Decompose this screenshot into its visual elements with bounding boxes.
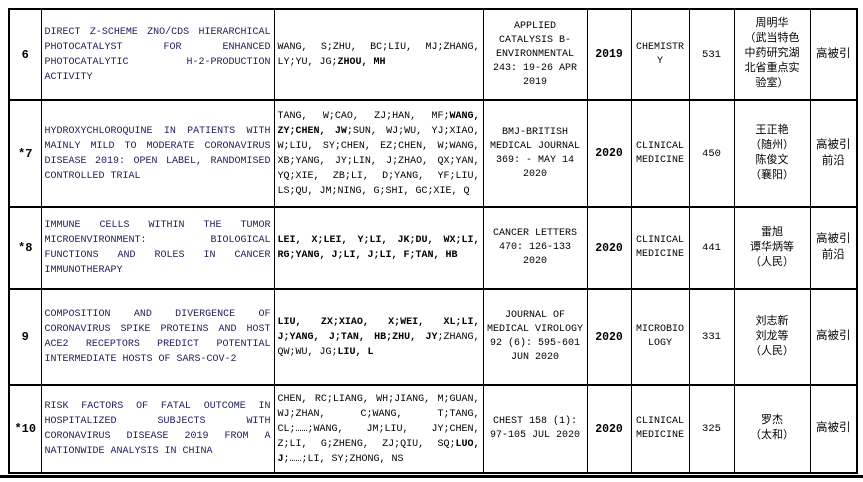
publication-year: 2019 [586,8,632,101]
publication-year: 2020 [586,99,632,208]
author-list: LIU, ZX;XIAO, X;WEI, XL;LI, J;YANG, J;TA… [273,288,484,386]
contact-person: 王正艳 （随州） 陈俊文 （襄阳） [733,99,811,208]
rank-cell: *7 [8,99,42,208]
cited-tag: 高被引 前沿 [809,206,858,290]
paper-title: RISK FACTORS OF FATAL OUTCOME IN HOSPITA… [40,384,275,474]
contact-person: 雷旭 谭华炳等 （人民） [733,206,811,290]
citation-count: 441 [688,206,735,290]
subject-field: CLINICAL MEDICINE [630,99,690,208]
publication-year: 2020 [586,384,632,474]
subject-field: CHEMISTRY [630,8,690,101]
author-list: TANG, W;CAO, ZJ;HAN, MF;WANG, ZY;CHEN, J… [273,99,484,208]
rank-cell: *10 [8,384,42,474]
page-bottom-rule [0,475,863,478]
table-row: *8 IMMUNE CELLS WITHIN THE TUMOR MICROEN… [8,206,858,290]
journal-source: JOURNAL OF MEDICAL VIROLOGY 92 (6): 595-… [482,288,588,386]
citation-count: 331 [688,288,735,386]
contact-person: 罗杰 （太和） [733,384,811,474]
cited-tag: 高被引 [809,288,858,386]
journal-source: CANCER LETTERS 470: 126-133 2020 [482,206,588,290]
table-row: *10 RISK FACTORS OF FATAL OUTCOME IN HOS… [8,384,858,474]
citation-count: 450 [688,99,735,208]
paper-title: IMMUNE CELLS WITHIN THE TUMOR MICROENVIR… [40,206,275,290]
journal-source: APPLIED CATALYSIS B-ENVIRONMENTAL 243: 1… [482,8,588,101]
citation-count: 325 [688,384,735,474]
rank-cell: *8 [8,206,42,290]
subject-field: CLINICAL MEDICINE [630,384,690,474]
cited-tag: 高被引 前沿 [809,99,858,208]
publication-year: 2020 [586,288,632,386]
rank-cell: 6 [8,8,42,101]
author-list: WANG, S;ZHU, BC;LIU, MJ;ZHANG, LY;YU, JG… [273,8,484,101]
cited-tag: 高被引 [809,384,858,474]
paper-title: COMPOSITION AND DIVERGENCE OF CORONAVIRU… [40,288,275,386]
author-list: CHEN, RC;LIANG, WH;JIANG, M;GUAN, WJ;ZHA… [273,384,484,474]
author-list: LEI, X;LEI, Y;LI, JK;DU, WX;LI, RG;YANG,… [273,206,484,290]
publication-year: 2020 [586,206,632,290]
table-row: 9 COMPOSITION AND DIVERGENCE OF CORONAVI… [8,288,858,386]
cited-tag: 高被引 [809,8,858,101]
papers-table: 6 DIRECT Z-SCHEME ZNO/CDS HIERARCHICAL P… [8,8,858,474]
journal-source: CHEST 158 (1): 97-105 JUL 2020 [482,384,588,474]
paper-title: DIRECT Z-SCHEME ZNO/CDS HIERARCHICAL PHO… [40,8,275,101]
citation-count: 531 [688,8,735,101]
paper-title: HYDROXYCHLOROQUINE IN PATIENTS WITH MAIN… [40,99,275,208]
table-row: 6 DIRECT Z-SCHEME ZNO/CDS HIERARCHICAL P… [8,8,858,101]
contact-person: 刘志新 刘龙等 （人民） [733,288,811,386]
contact-person: 周明华 （武当特色 中药研究湖 北省重点实 验室） [733,8,811,101]
rank-cell: 9 [8,288,42,386]
table-row: *7 HYDROXYCHLOROQUINE IN PATIENTS WITH M… [8,99,858,208]
journal-source: BMJ-BRITISH MEDICAL JOURNAL 369: - MAY 1… [482,99,588,208]
subject-field: CLINICAL MEDICINE [630,206,690,290]
subject-field: MICROBIOLOGY [630,288,690,386]
